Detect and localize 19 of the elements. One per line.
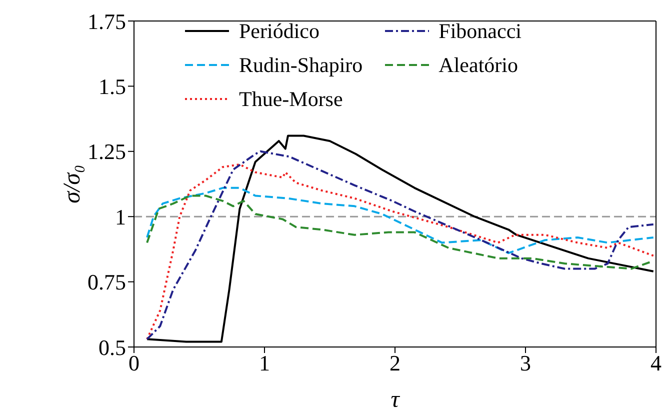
y-tick-label: 0.5 <box>98 334 126 360</box>
legend-label: Thue-Morse <box>239 86 343 112</box>
y-axis-title: σ/σ₀ <box>60 164 86 204</box>
y-tick-label: 1.5 <box>98 74 126 100</box>
legend-label: Periódico <box>239 18 320 44</box>
x-axis-title: τ <box>390 387 401 413</box>
y-tick-label: 0.75 <box>88 270 126 295</box>
legend-label: Fibonacci <box>438 18 522 44</box>
legend-label: Aleatório <box>438 52 518 78</box>
x-tick-label: 2 <box>390 350 400 376</box>
legend-label: Rudin-Shapiro <box>239 52 363 78</box>
x-tick-label: 4 <box>650 350 662 376</box>
y-tick-label: 1.25 <box>88 139 126 164</box>
x-tick-label: 0 <box>128 350 140 376</box>
x-tick-label: 3 <box>520 350 531 376</box>
line-series <box>146 186 654 254</box>
y-tick-label: 1 <box>115 204 126 230</box>
y-tick-label: 1.75 <box>88 8 126 34</box>
x-tick-label: 1 <box>259 350 270 376</box>
